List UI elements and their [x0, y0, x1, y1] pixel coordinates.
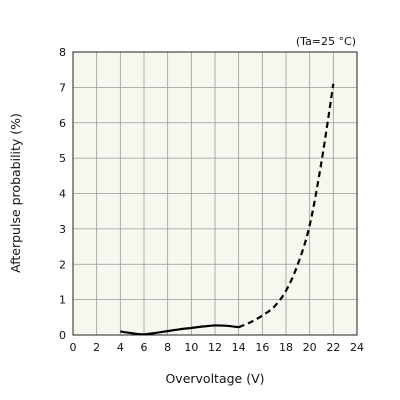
- y-axis-label: Afterpulse probability (%): [8, 113, 23, 273]
- plot-frame: [72, 51, 358, 336]
- y-tick-labels: 0 1 2 3 4 5 6 7 8: [59, 46, 66, 342]
- x-tick-label: 4: [117, 341, 124, 354]
- series-line-dashed: [238, 83, 335, 329]
- x-tick-labels: 0 2 4 6 8 10 12 14 16 18 20 22 24: [70, 341, 365, 354]
- y-tick-label: 1: [59, 294, 66, 307]
- x-tick-label: 22: [326, 341, 340, 354]
- grid-lines: [73, 52, 357, 335]
- y-tick-label: 4: [59, 188, 66, 201]
- y-tick-label: 2: [59, 258, 66, 271]
- y-tick-label: 7: [59, 81, 66, 94]
- x-axis-label: Overvoltage (V): [165, 371, 264, 386]
- series-line-solid: [120, 324, 239, 336]
- x-tick-label: 6: [141, 341, 148, 354]
- y-tick-label: 6: [59, 117, 66, 130]
- y-tick-label: 3: [59, 223, 66, 236]
- x-tick-label: 8: [164, 341, 171, 354]
- x-tick-label: 10: [184, 341, 198, 354]
- x-tick-label: 20: [303, 341, 317, 354]
- x-tick-label: 18: [279, 341, 293, 354]
- temperature-annotation: (Ta=25 °C): [296, 35, 356, 48]
- x-tick-label: 12: [208, 341, 222, 354]
- x-tick-label: 14: [232, 341, 246, 354]
- x-tick-label: 24: [350, 341, 364, 354]
- y-tick-label: 5: [59, 152, 66, 165]
- data-series: [120, 83, 335, 336]
- y-tick-label: 8: [59, 46, 66, 59]
- y-tick-label: 0: [59, 329, 66, 342]
- x-tick-label: 2: [93, 341, 100, 354]
- x-tick-label: 0: [70, 341, 77, 354]
- x-tick-label: 16: [255, 341, 269, 354]
